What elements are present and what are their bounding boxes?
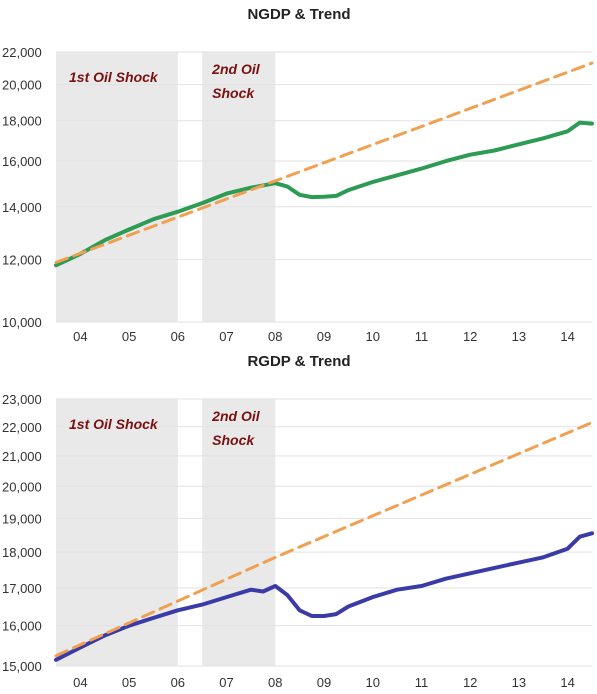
chart-title: NGDP & Trend — [247, 6, 350, 23]
x-tick-label: 04 — [73, 675, 87, 690]
y-tick-label: 14,000 — [2, 200, 42, 215]
chart-title: RGDP & Trend — [247, 353, 350, 370]
x-tick-label: 11 — [415, 329, 429, 344]
shock-label: Shock — [212, 85, 255, 101]
shock-label: 2nd Oil — [211, 408, 261, 424]
y-tick-label: 21,000 — [2, 449, 42, 464]
y-tick-label: 18,000 — [2, 114, 42, 129]
y-tick-label: 12,000 — [2, 253, 42, 268]
shock-label: 1st Oil Shock — [69, 416, 159, 432]
shaded-region-1 — [56, 399, 178, 666]
y-tick-label: 18,000 — [2, 545, 42, 560]
y-tick-label: 22,000 — [2, 420, 42, 435]
x-tick-label: 13 — [512, 329, 526, 344]
shaded-region-1 — [56, 52, 178, 322]
x-tick-label: 09 — [317, 675, 331, 690]
chart-panel-2: RGDP & Trend 15,000 16,000 17,000 18,000 19,0… — [2, 353, 594, 690]
y-tick-label: 16,000 — [2, 619, 42, 634]
shaded-region-2 — [202, 399, 276, 666]
y-tick-label: 20,000 — [2, 479, 42, 494]
x-tick-label: 07 — [219, 329, 233, 344]
y-tick-label: 23,000 — [2, 392, 42, 407]
x-tick-label: 05 — [122, 329, 136, 344]
x-tick-label: 05 — [122, 675, 136, 690]
x-tick-label: 08 — [268, 675, 282, 690]
x-tick-label: 10 — [365, 675, 379, 690]
x-tick-label: 09 — [317, 329, 331, 344]
gdp-line — [54, 531, 594, 662]
trend-line — [54, 61, 594, 264]
x-tick-label: 13 — [512, 675, 526, 690]
y-tick-label: 16,000 — [2, 154, 42, 169]
x-tick-label: 08 — [268, 329, 282, 344]
y-tick-label: 17,000 — [2, 581, 42, 596]
x-tick-label: 11 — [415, 675, 429, 690]
x-tick-label: 14 — [560, 675, 574, 690]
x-tick-label: 14 — [560, 329, 574, 344]
x-tick-label: 06 — [171, 329, 185, 344]
shock-label: 1st Oil Shock — [69, 69, 159, 85]
x-tick-label: 12 — [463, 329, 477, 344]
trend-line — [54, 421, 594, 658]
x-tick-label: 10 — [365, 329, 379, 344]
y-tick-label: 10,000 — [2, 315, 42, 330]
x-tick-label: 04 — [73, 329, 87, 344]
shock-label: 2nd Oil — [211, 61, 261, 77]
x-tick-label: 07 — [219, 675, 233, 690]
chart-panel-1: NGDP & Trend 10,000 12,000 14,000 16,000 18,0… — [2, 6, 594, 344]
y-tick-label: 15,000 — [2, 659, 42, 674]
y-tick-label: 22,000 — [2, 45, 42, 60]
y-tick-label: 20,000 — [2, 78, 42, 93]
y-tick-label: 19,000 — [2, 511, 42, 526]
shock-label: Shock — [212, 432, 255, 448]
x-tick-label: 06 — [171, 675, 185, 690]
x-tick-label: 12 — [463, 675, 477, 690]
